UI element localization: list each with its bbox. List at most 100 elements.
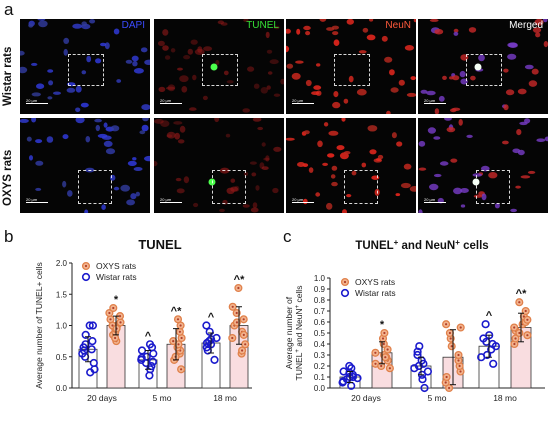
data-point-oxys-core	[448, 386, 451, 390]
cell-mark	[36, 83, 45, 89]
cell-mark	[95, 124, 101, 132]
cell-mark	[341, 118, 346, 122]
cell-mark	[343, 98, 349, 104]
data-point-oxys-core	[383, 331, 386, 335]
cell-mark	[478, 54, 485, 62]
cell-mark	[450, 158, 458, 163]
data-point-oxys-core	[450, 345, 453, 348]
cell-mark	[101, 135, 112, 140]
cell-mark	[280, 78, 284, 85]
cell-mark	[305, 31, 311, 36]
x-tick-label: 5 mo	[428, 393, 447, 403]
cell-mark	[453, 31, 459, 36]
cell-mark	[158, 86, 166, 92]
cell-mark	[183, 176, 190, 184]
data-point-wistar	[205, 337, 214, 346]
cell-mark	[317, 140, 323, 148]
data-point-wistar	[345, 361, 354, 371]
cell-mark	[215, 59, 220, 66]
tunel-positive-cell	[210, 63, 218, 71]
micrograph-merged-row2: 20 µm	[418, 118, 548, 213]
cell-mark	[127, 160, 137, 166]
cell-mark	[251, 172, 257, 177]
cell-mark	[140, 47, 148, 53]
chart-title: TUNEL	[138, 237, 181, 252]
cell-mark	[303, 25, 311, 31]
y-tick-label: 1.0	[56, 322, 68, 331]
cell-mark	[255, 185, 260, 191]
y-axis-label-line1: Average number of	[284, 296, 294, 369]
cell-mark	[75, 118, 85, 124]
cell-mark	[273, 25, 280, 30]
cell-mark	[433, 136, 441, 140]
cell-mark	[230, 178, 236, 183]
data-point-oxys-core	[445, 323, 448, 326]
cell-mark	[242, 108, 250, 113]
data-point-wistar	[85, 321, 94, 330]
scale-bar: 20 µm	[292, 98, 314, 104]
y-axis-label-line2: TUNEL+ and NeuN+ cells	[294, 286, 304, 381]
chart-1: TUNEL 0.0 0.5 1.0 1.5 2.0 Average number of TU…	[34, 237, 252, 403]
cell-mark	[190, 39, 198, 45]
data-point-oxys-core	[449, 337, 452, 340]
cell-mark	[100, 42, 107, 47]
cell-mark	[31, 62, 38, 66]
cell-mark	[247, 66, 255, 72]
cell-mark	[520, 175, 531, 179]
cell-mark	[449, 76, 454, 80]
cell-mark	[481, 165, 490, 172]
cell-mark	[286, 28, 291, 34]
cell-mark	[47, 96, 53, 100]
cell-mark	[194, 48, 205, 55]
micrograph-image	[157, 19, 284, 113]
cell-mark	[269, 59, 279, 65]
cell-mark	[332, 101, 341, 109]
cell-mark	[459, 70, 466, 78]
data-point-oxys-core	[513, 342, 516, 346]
panel-letter-b: b	[4, 227, 14, 246]
data-point-oxys-core	[457, 353, 460, 357]
data-point-oxys-core	[381, 337, 385, 340]
cell-mark	[160, 120, 170, 127]
cell-mark	[141, 124, 149, 132]
legend-label: Wistar rats	[355, 288, 396, 298]
micrograph-tunel-row2: 20 µm	[154, 118, 284, 213]
zoom-region-box	[344, 170, 378, 204]
cell-mark	[253, 83, 260, 89]
cell-mark	[84, 209, 89, 213]
cell-mark	[173, 121, 183, 125]
data-point-wistar	[81, 330, 90, 340]
cell-mark	[226, 80, 234, 84]
scale-bar: 20 µm	[26, 98, 48, 104]
significance-mark: ^	[208, 312, 215, 324]
cell-mark	[434, 108, 440, 114]
cell-mark	[183, 55, 191, 60]
cell-mark	[89, 19, 96, 24]
legend-marker-oxys-core	[343, 280, 347, 284]
cell-mark	[202, 95, 208, 101]
cell-mark	[104, 42, 110, 50]
y-tick-label: 1.0	[314, 274, 326, 283]
zoom-region-box	[466, 54, 502, 86]
data-point-oxys-core	[374, 351, 377, 354]
cell-mark	[303, 130, 310, 135]
cell-mark	[179, 75, 189, 83]
cell-mark	[534, 19, 544, 26]
cell-mark	[219, 208, 225, 213]
cell-mark	[176, 188, 185, 194]
cell-mark	[386, 110, 391, 114]
x-tick-label: 5 mo	[153, 393, 172, 403]
cell-mark	[403, 163, 412, 170]
cell-mark	[503, 104, 509, 111]
cell-mark	[80, 102, 89, 108]
cell-mark	[66, 87, 76, 93]
cell-mark	[62, 134, 69, 140]
cell-mark	[31, 92, 41, 97]
cell-mark	[527, 170, 536, 174]
cell-mark	[67, 190, 73, 197]
cell-mark	[35, 187, 42, 191]
data-point-oxys-core	[388, 367, 391, 370]
channel-label-tunel: TUNEL	[246, 20, 279, 31]
cell-mark	[515, 185, 521, 189]
